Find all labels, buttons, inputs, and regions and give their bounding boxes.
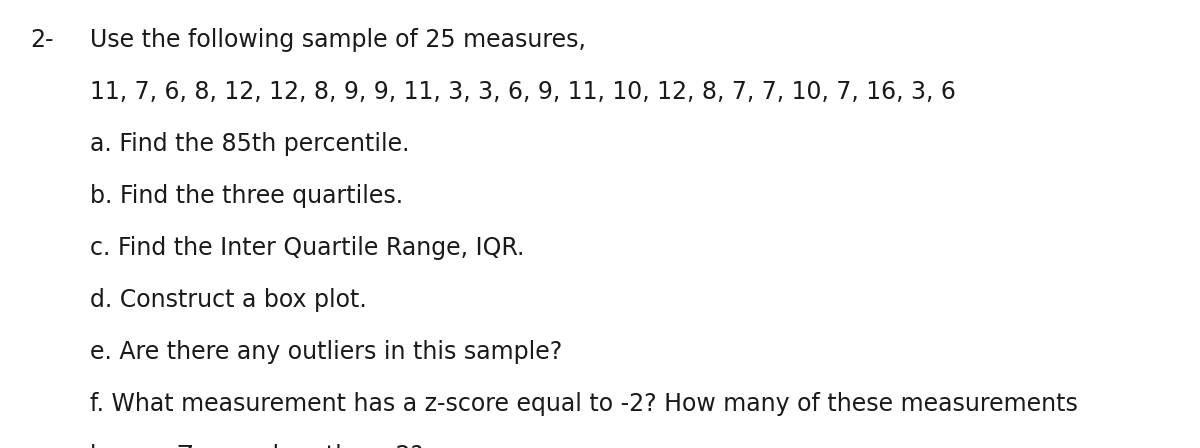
Text: have a Z-score less than -2?: have a Z-score less than -2? [90, 444, 424, 448]
Text: f. What measurement has a z-score equal to -2? How many of these measurements: f. What measurement has a z-score equal … [90, 392, 1078, 416]
Text: 2-: 2- [30, 28, 54, 52]
Text: d. Construct a box plot.: d. Construct a box plot. [90, 288, 367, 312]
Text: c. Find the Inter Quartile Range, IQR.: c. Find the Inter Quartile Range, IQR. [90, 236, 524, 260]
Text: a. Find the 85th percentile.: a. Find the 85th percentile. [90, 132, 409, 156]
Text: b. Find the three quartiles.: b. Find the three quartiles. [90, 184, 403, 208]
Text: 11, 7, 6, 8, 12, 12, 8, 9, 9, 11, 3, 3, 6, 9, 11, 10, 12, 8, 7, 7, 10, 7, 16, 3,: 11, 7, 6, 8, 12, 12, 8, 9, 9, 11, 3, 3, … [90, 80, 956, 104]
Text: e. Are there any outliers in this sample?: e. Are there any outliers in this sample… [90, 340, 563, 364]
Text: Use the following sample of 25 measures,: Use the following sample of 25 measures, [90, 28, 586, 52]
